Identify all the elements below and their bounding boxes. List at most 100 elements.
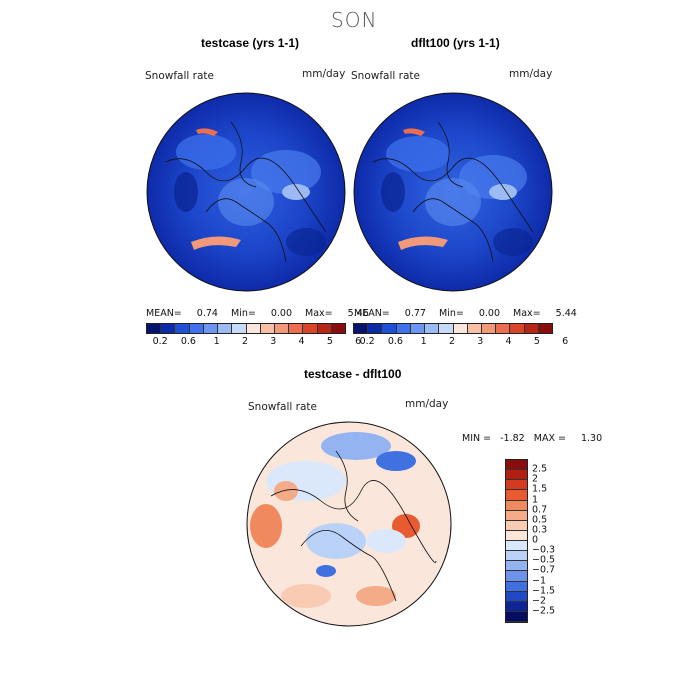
colorbar-segment bbox=[506, 601, 527, 612]
colorbar-segment bbox=[439, 324, 454, 333]
colorbar-tick-label: 5 bbox=[326, 336, 333, 347]
colorbar-segment bbox=[506, 541, 527, 552]
colorbar-segment bbox=[506, 611, 527, 622]
colorbar-segment bbox=[506, 460, 527, 471]
colorbar-segment bbox=[506, 530, 527, 541]
colorbar-tick-label: 6 bbox=[355, 336, 362, 347]
colorbar-tick-label: 1 bbox=[420, 336, 427, 347]
diff-map bbox=[246, 421, 452, 627]
panel1-map bbox=[146, 92, 346, 292]
colorbar-segment bbox=[481, 324, 497, 333]
colorbar-level-label: 1 bbox=[532, 494, 539, 505]
colorbar-segment bbox=[506, 510, 527, 521]
colorbar-tick-label: 0.2 bbox=[152, 336, 168, 347]
colorbar-segment bbox=[506, 551, 527, 562]
diff-title: testcase - dflt100 bbox=[304, 367, 402, 381]
colorbar-level-label: 1.5 bbox=[532, 483, 548, 495]
colorbar-level-label: −2 bbox=[532, 595, 547, 607]
panel2-mean-label: MEAN= bbox=[354, 308, 390, 319]
colorbar-tick-label: 3 bbox=[270, 336, 277, 347]
colorbar-segment bbox=[496, 324, 511, 333]
panel2-field-label: Snowfall rate bbox=[351, 70, 420, 82]
panel1-field-label: Snowfall rate bbox=[145, 70, 214, 82]
colorbar-tick-label: 2 bbox=[448, 336, 456, 347]
colorbar-segment bbox=[538, 324, 553, 333]
colorbar-tick-label: 1 bbox=[213, 336, 220, 347]
colorbar-level-label: −2.5 bbox=[532, 605, 556, 617]
colorbar-segment bbox=[506, 591, 527, 602]
season-title: SON bbox=[331, 8, 378, 32]
colorbar-tick-label: 4 bbox=[298, 336, 305, 347]
colorbar-segment bbox=[453, 324, 468, 333]
colorbar-segment bbox=[274, 324, 290, 333]
colorbar-level-label: 2 bbox=[532, 473, 539, 485]
colorbar-level-label: 0 bbox=[532, 534, 539, 546]
colorbar-segment bbox=[303, 324, 318, 333]
colorbar-level-label: −1.5 bbox=[532, 585, 556, 597]
panel2-min-value: 0.00 bbox=[478, 308, 500, 319]
panel1-colorbar bbox=[146, 323, 346, 334]
colorbar-segment bbox=[506, 490, 527, 501]
colorbar-level-label: 0.7 bbox=[532, 504, 548, 516]
colorbar-segment bbox=[410, 324, 426, 333]
colorbar-level-label: −0.7 bbox=[532, 564, 556, 576]
panel1-max-value: 5.46 bbox=[347, 308, 369, 319]
colorbar-segment bbox=[510, 324, 525, 333]
colorbar-segment bbox=[218, 324, 233, 333]
colorbar-segment bbox=[506, 500, 527, 511]
colorbar-level-label: −0.3 bbox=[532, 544, 556, 556]
colorbar-level-label: 0.3 bbox=[532, 524, 548, 536]
panel2-map bbox=[353, 92, 553, 292]
panel1-max-label: Max= bbox=[305, 308, 333, 319]
diff-field-label: Snowfall rate bbox=[248, 401, 317, 413]
colorbar-segment bbox=[317, 324, 332, 333]
colorbar-segment bbox=[467, 324, 482, 333]
colorbar-segment bbox=[175, 324, 190, 333]
panel2-min-label: Min= bbox=[438, 308, 464, 319]
colorbar-level-label: −0.5 bbox=[532, 554, 556, 566]
colorbar-tick-label: 4 bbox=[505, 336, 512, 347]
colorbar-tick-label: 0.6 bbox=[180, 336, 196, 347]
panel1-min-value: 0.00 bbox=[270, 308, 292, 319]
colorbar-segment bbox=[331, 324, 346, 333]
panel1-title: testcase (yrs 1-1) bbox=[201, 36, 300, 50]
colorbar-tick-label: 0.2 bbox=[359, 336, 375, 347]
panel1-mean-label: MEAN= bbox=[146, 308, 182, 319]
colorbar-segment bbox=[232, 324, 247, 333]
colorbar-tick-label: 6 bbox=[562, 336, 569, 347]
colorbar-tick-label: 2 bbox=[241, 336, 249, 347]
panel2-colorbar bbox=[353, 323, 553, 334]
panel1-mean-value: 0.74 bbox=[196, 308, 218, 319]
colorbar-segment bbox=[161, 324, 176, 333]
diff-stats: MIN = -1.82 MAX = 1.30 bbox=[462, 433, 602, 444]
colorbar-segment bbox=[506, 480, 527, 491]
colorbar-segment bbox=[260, 324, 275, 333]
colorbar-tick-label: 5 bbox=[533, 336, 540, 347]
colorbar-segment bbox=[396, 324, 411, 333]
colorbar-segment bbox=[289, 324, 304, 333]
panel2-max-value: 5.44 bbox=[555, 308, 577, 319]
colorbar-segment bbox=[147, 324, 162, 333]
colorbar-segment bbox=[506, 581, 527, 592]
panel1-units-label: mm/day bbox=[302, 68, 346, 80]
colorbar-segment bbox=[189, 324, 204, 333]
colorbar-segment bbox=[506, 561, 527, 572]
colorbar-segment bbox=[203, 324, 219, 333]
colorbar-segment bbox=[524, 324, 539, 333]
panel2-title: dflt100 (yrs 1-1) bbox=[411, 36, 500, 50]
panel2-mean-value: 0.77 bbox=[404, 308, 426, 319]
colorbar-segment bbox=[382, 324, 397, 333]
panel2-units-label: mm/day bbox=[509, 68, 553, 80]
colorbar-tick-label: 0.6 bbox=[387, 336, 403, 347]
colorbar-level-label: −1 bbox=[532, 575, 547, 586]
panel2-max-label: Max= bbox=[513, 308, 541, 319]
diff-max-label: MAX = bbox=[533, 433, 566, 444]
diff-colorbar bbox=[505, 459, 528, 623]
colorbar-segment bbox=[506, 520, 527, 531]
diff-min-label: MIN = bbox=[462, 433, 492, 444]
colorbar-segment bbox=[506, 470, 527, 481]
colorbar-segment bbox=[354, 324, 369, 333]
diff-max-value: 1.30 bbox=[580, 433, 603, 444]
diff-min-value: -1.82 bbox=[500, 433, 525, 444]
panel2-stats: MEAN= 0.77 Min= 0.00 Max= 5.44 bbox=[354, 308, 577, 319]
